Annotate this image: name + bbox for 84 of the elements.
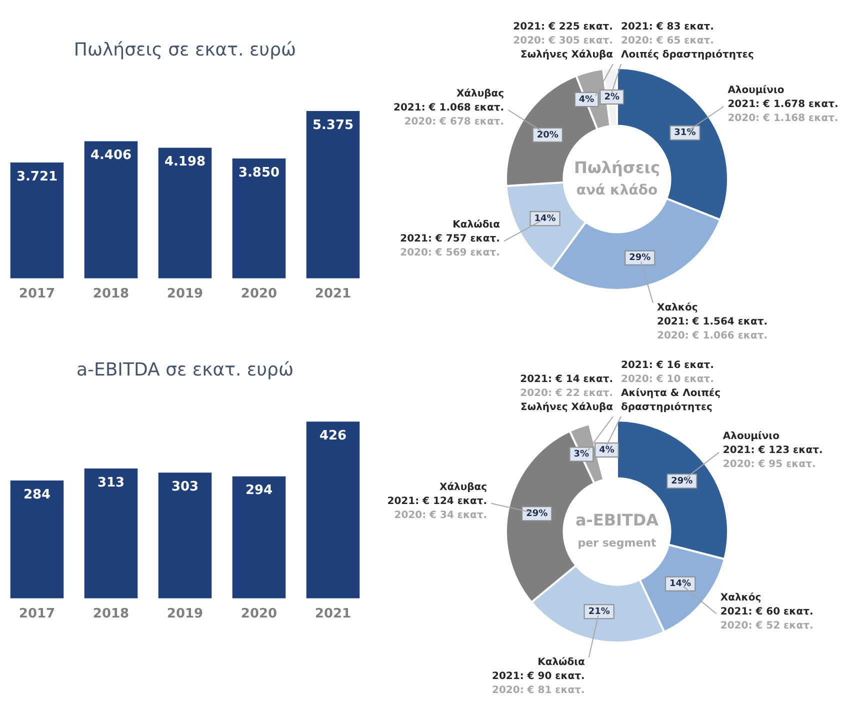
bar	[306, 422, 360, 598]
chart-title: a-EBITDA σε εκατ. ευρώ	[76, 359, 294, 380]
bar	[84, 141, 138, 278]
text: per segment	[578, 536, 656, 550]
chart-title: Πωλήσεις σε εκατ. ευρώ	[74, 39, 296, 60]
text: 2020: € 81 εκατ.	[492, 684, 585, 696]
text: 2020: € 1.168 εκατ.	[728, 113, 838, 124]
data-label: 4.406	[90, 148, 132, 164]
x-tick-label: 2019	[166, 286, 204, 302]
bar	[158, 472, 212, 598]
text: 2020: € 22 εκατ.	[520, 388, 613, 400]
bar	[84, 468, 138, 598]
text: 2021: € 757 εκατ.	[400, 234, 500, 245]
text: a-EBITDA	[575, 510, 660, 530]
slice-label: Χαλκός	[720, 592, 762, 604]
data-label: 3%	[574, 450, 590, 460]
bar	[306, 111, 360, 278]
data-label: 14%	[670, 579, 692, 590]
slice-label: Σωλήνες Χάλυβα	[520, 50, 614, 61]
data-label: 4%	[599, 445, 614, 456]
data-label: 303	[171, 479, 199, 494]
text: 2021: € 1.068 εκατ.	[393, 102, 504, 114]
data-label: 284	[23, 487, 51, 502]
text: 2020: € 65 εκατ.	[621, 36, 714, 47]
data-label: 294	[245, 483, 273, 498]
data-label: 20%	[536, 130, 558, 140]
text: 2020: € 52 εκατ.	[720, 620, 814, 632]
data-label: 3.721	[16, 169, 58, 184]
text: 2021: € 83 εκατ.	[621, 22, 714, 33]
data-label: 5.375	[312, 118, 354, 133]
text: 2020: € 95 εκατ.	[722, 459, 816, 470]
x-tick-label: 2021	[314, 606, 352, 622]
bar	[10, 162, 64, 278]
text: 2021: € 16 εκατ.	[621, 360, 714, 372]
data-label: 31%	[674, 128, 696, 138]
x-tick-label: 2017	[18, 606, 56, 622]
text: Πωλήσεις	[574, 158, 660, 178]
text: 2020: € 305 εκατ.	[513, 36, 613, 47]
data-label: 14%	[534, 214, 556, 224]
slice-label: Λοιπές δραστηριότητες	[621, 50, 754, 61]
text: 2021: € 123 εκατ.	[722, 445, 823, 456]
x-tick-label: 2019	[166, 606, 204, 622]
x-tick-label: 2020	[240, 606, 278, 622]
slice-label: Χάλυβας	[439, 482, 488, 493]
text: 2021: € 225 εκατ.	[513, 22, 613, 33]
slice-label: Αλουμίνιο	[722, 431, 780, 442]
bar	[232, 158, 286, 278]
x-tick-label: 2018	[92, 606, 130, 622]
slice-label: Αλουμίνιο	[728, 85, 784, 96]
x-tick-label: 2017	[18, 286, 56, 302]
data-label: 29%	[671, 476, 693, 486]
data-label: 313	[97, 475, 125, 490]
text: 2020: € 10 εκατ.	[621, 374, 714, 386]
data-label: 21%	[588, 607, 610, 618]
text: 2021: € 14 εκατ.	[520, 374, 613, 386]
text: 2020: € 569 εκατ.	[400, 248, 500, 259]
data-label: 29%	[526, 508, 548, 519]
data-label: 426	[319, 428, 347, 444]
data-label: 4%	[578, 94, 594, 105]
slice-label: Ακίνητα & Λοιπές δραστηριότητες	[621, 388, 721, 414]
data-label: 3.850	[238, 165, 280, 180]
text: 2021: € 90 εκατ.	[492, 670, 585, 682]
data-label: 2%	[604, 92, 620, 102]
slice-label: Χαλκός	[656, 302, 698, 314]
text: 2021: € 124 εκατ.	[387, 496, 488, 507]
x-tick-label: 2021	[314, 286, 352, 302]
text: 2021: € 1.564 εκατ.	[656, 316, 768, 328]
text: ανά κλάδο	[576, 182, 658, 199]
text: 2020: € 34 εκατ.	[394, 510, 488, 521]
text: 2021: € 60 εκατ.	[720, 606, 814, 618]
x-tick-label: 2020	[240, 286, 278, 302]
text: 2021: € 1.678 εκατ.	[728, 99, 838, 110]
bar	[10, 480, 64, 598]
data-label: 4.198	[164, 154, 206, 170]
slice-label: Χάλυβας	[456, 88, 504, 100]
slice-label: Καλώδια	[452, 220, 500, 231]
x-tick-label: 2018	[92, 286, 130, 302]
slice-label: Σωλήνες Χάλυβα	[520, 402, 614, 414]
data-label: 29%	[629, 253, 651, 264]
text: 2020: € 1.066 εκατ.	[656, 330, 768, 342]
text: 2020: € 678 εκατ.	[404, 116, 504, 128]
slice-label: Καλώδια	[538, 656, 585, 668]
bar	[232, 476, 286, 598]
bar	[158, 148, 212, 278]
